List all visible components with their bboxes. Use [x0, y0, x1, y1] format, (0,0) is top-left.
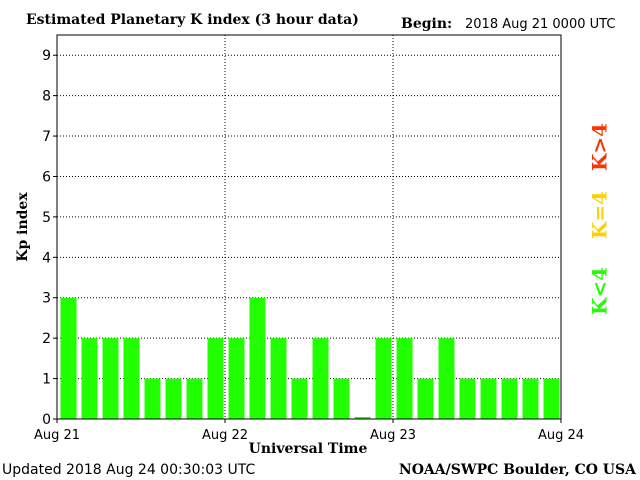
y-tick-label: 1 [42, 372, 51, 388]
plot-frame [56, 34, 562, 420]
y-tick-label: 3 [42, 291, 51, 307]
kp-bar [228, 338, 245, 419]
kp-bar [354, 416, 371, 419]
x-ticks: Aug 21 Aug 22 Aug 23 Aug 24 [34, 419, 584, 443]
y-tick-label: 2 [42, 331, 51, 347]
kp-bar [270, 338, 287, 419]
kp-bar [459, 378, 476, 419]
kp-bar [102, 338, 119, 419]
kp-bar [312, 338, 329, 419]
begin-value: 2018 Aug 21 0000 UTC [465, 17, 615, 32]
y-tick-label: 4 [42, 250, 51, 266]
y-axis-label: Kp index [15, 192, 31, 262]
kp-bar [543, 378, 560, 419]
kp-bar [249, 297, 266, 419]
x-tick-label: Aug 24 [538, 428, 584, 443]
data-source: NOAA/SWPC Boulder, CO USA [399, 462, 637, 478]
kp-bar [207, 338, 224, 419]
gridlines [57, 35, 561, 419]
begin-label: Begin: [401, 16, 452, 32]
y-ticks: 0 1 2 3 4 5 6 7 8 9 [42, 48, 57, 428]
legend-entry: K=4 [588, 191, 612, 239]
kp-bar [81, 338, 98, 419]
y-tick-label: 6 [42, 169, 51, 185]
kp-bar [438, 338, 455, 419]
legend: K>4 K=4 K<4 [588, 123, 612, 315]
y-tick-label: 0 [42, 412, 51, 428]
kp-bar [480, 378, 497, 419]
x-axis-label: Universal Time [249, 441, 368, 457]
kp-bar [144, 378, 161, 419]
updated-timestamp: Updated 2018 Aug 24 00:30:03 UTC [2, 462, 255, 478]
kp-bar [501, 378, 518, 419]
chart-title: Estimated Planetary K index (3 hour data… [26, 12, 359, 28]
y-tick-label: 5 [42, 210, 51, 226]
kp-bar [60, 297, 77, 419]
kp-bar [522, 378, 539, 419]
bars [60, 297, 560, 419]
kp-bar [375, 338, 392, 419]
kp-bar [333, 378, 350, 419]
y-tick-label: 7 [42, 129, 51, 145]
y-tick-label: 8 [42, 89, 51, 105]
legend-entry: K>4 [588, 123, 612, 171]
kp-bar [417, 378, 434, 419]
kp-bar [186, 378, 203, 419]
y-tick-label: 9 [42, 48, 51, 64]
kp-bar [165, 378, 182, 419]
kp-bar [396, 338, 413, 419]
x-tick-label: Aug 23 [370, 428, 416, 443]
legend-entry: K<4 [588, 267, 612, 315]
x-tick-label: Aug 22 [202, 428, 248, 443]
kp-bar [123, 338, 140, 419]
kp-bar [291, 378, 308, 419]
x-tick-label: Aug 21 [34, 428, 80, 443]
